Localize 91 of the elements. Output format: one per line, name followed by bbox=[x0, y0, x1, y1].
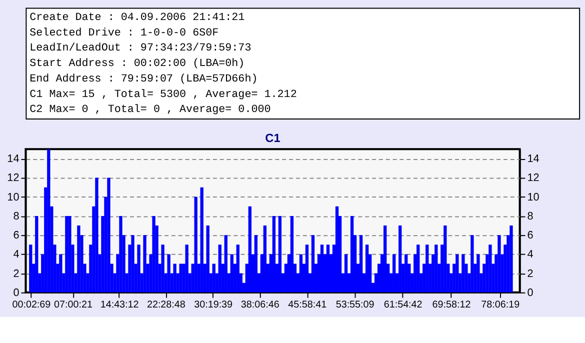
x-tick-label: 61:54:42 bbox=[384, 300, 422, 311]
chart-title: C1 bbox=[265, 131, 281, 146]
bar bbox=[311, 235, 315, 292]
x-tick-label: 69:58:12 bbox=[432, 300, 471, 311]
bar bbox=[254, 235, 258, 292]
bar bbox=[107, 178, 110, 292]
bar bbox=[29, 244, 32, 292]
bar bbox=[200, 187, 204, 292]
bar bbox=[444, 226, 447, 292]
x-tick-label: 38:06:46 bbox=[240, 300, 280, 311]
bar bbox=[65, 216, 68, 292]
text: C1 Max= 15 , Total= 5300 , Average= 1.212 bbox=[30, 88, 297, 101]
text: End Address : 79:59:07 (LBA=57D66h) bbox=[30, 73, 258, 86]
bar bbox=[365, 244, 369, 292]
y2-tick-label: 0 bbox=[527, 286, 534, 299]
bar bbox=[290, 216, 294, 292]
bar bbox=[131, 235, 134, 292]
bar bbox=[194, 196, 198, 292]
bar bbox=[230, 254, 234, 292]
y-tick-label: 12 bbox=[7, 172, 20, 184]
bar bbox=[462, 254, 465, 292]
bar bbox=[510, 226, 513, 292]
bar bbox=[426, 244, 429, 292]
bar bbox=[470, 235, 474, 292]
y-tick-label: 0 bbox=[13, 286, 20, 299]
text: Selected Drive : 1-0-0-0 6S0F bbox=[30, 27, 219, 40]
bar bbox=[173, 264, 176, 292]
bar bbox=[398, 226, 402, 292]
bar bbox=[456, 254, 459, 292]
bar bbox=[161, 244, 164, 292]
x-tick-label: 22:28:48 bbox=[146, 300, 186, 311]
bar bbox=[236, 244, 240, 292]
x-tick-label: 53:55:09 bbox=[336, 300, 375, 311]
x-tick-label: 45:58:41 bbox=[288, 300, 328, 311]
bar bbox=[143, 235, 146, 292]
text: C2 Max= 0 , Total= 0 , Average= 0.000 bbox=[30, 104, 271, 116]
y2-tick-label: 6 bbox=[527, 230, 534, 242]
bar bbox=[476, 254, 480, 292]
bar bbox=[350, 216, 354, 292]
y-tick-label: 8 bbox=[13, 210, 20, 222]
text: Start Address : 00:02:00 (LBA=0h) bbox=[30, 58, 245, 70]
bar bbox=[335, 206, 339, 292]
x-tick-label: 00:02:69 bbox=[12, 300, 52, 311]
bar bbox=[59, 254, 62, 292]
x-tick-label: 78:06:19 bbox=[481, 300, 520, 311]
bar bbox=[68, 216, 72, 292]
bar bbox=[392, 254, 396, 292]
text: Create Date : 04.09.2006 21:41:21 bbox=[30, 12, 245, 24]
bar bbox=[218, 244, 222, 292]
bar bbox=[359, 235, 363, 292]
y-tick-label: 2 bbox=[13, 268, 20, 280]
bar bbox=[383, 226, 387, 292]
bar bbox=[179, 264, 182, 292]
bar bbox=[416, 244, 420, 292]
bar bbox=[299, 254, 303, 292]
bar bbox=[77, 226, 80, 292]
bar bbox=[434, 244, 438, 292]
bar bbox=[278, 216, 282, 292]
bar bbox=[248, 206, 252, 292]
bar bbox=[95, 178, 98, 292]
y2-tick-label: 14 bbox=[527, 153, 540, 166]
bar bbox=[137, 244, 140, 292]
bar bbox=[47, 149, 50, 292]
bar bbox=[206, 226, 210, 292]
y-tick-label: 14 bbox=[7, 153, 20, 166]
y2-tick-label: 10 bbox=[527, 191, 540, 204]
bar bbox=[404, 254, 408, 292]
bar bbox=[263, 226, 267, 292]
bar bbox=[185, 244, 188, 292]
x-tick-label: 14:43:12 bbox=[100, 300, 139, 311]
x-tick-label: 07:00:21 bbox=[54, 300, 93, 311]
bar bbox=[488, 244, 492, 292]
bar bbox=[305, 244, 309, 292]
bar bbox=[224, 235, 228, 292]
bar bbox=[344, 254, 348, 292]
y2-tick-label: 12 bbox=[527, 172, 540, 184]
y-tick-label: 10 bbox=[7, 191, 20, 204]
y2-tick-label: 8 bbox=[527, 210, 534, 222]
bar bbox=[35, 216, 38, 292]
text: LeadIn/LeadOut : 97:34:23/79:59:73 bbox=[30, 42, 252, 55]
bar bbox=[152, 216, 156, 292]
y-tick-label: 6 bbox=[13, 230, 20, 242]
bar bbox=[119, 216, 122, 292]
y-tick-label: 4 bbox=[13, 248, 20, 261]
bar bbox=[498, 235, 501, 292]
bar bbox=[212, 264, 216, 292]
bar bbox=[272, 216, 276, 292]
y2-tick-label: 2 bbox=[527, 268, 534, 280]
bar bbox=[167, 254, 170, 292]
y2-tick-label: 4 bbox=[527, 248, 534, 261]
x-tick-label: 30:19:39 bbox=[194, 300, 234, 311]
